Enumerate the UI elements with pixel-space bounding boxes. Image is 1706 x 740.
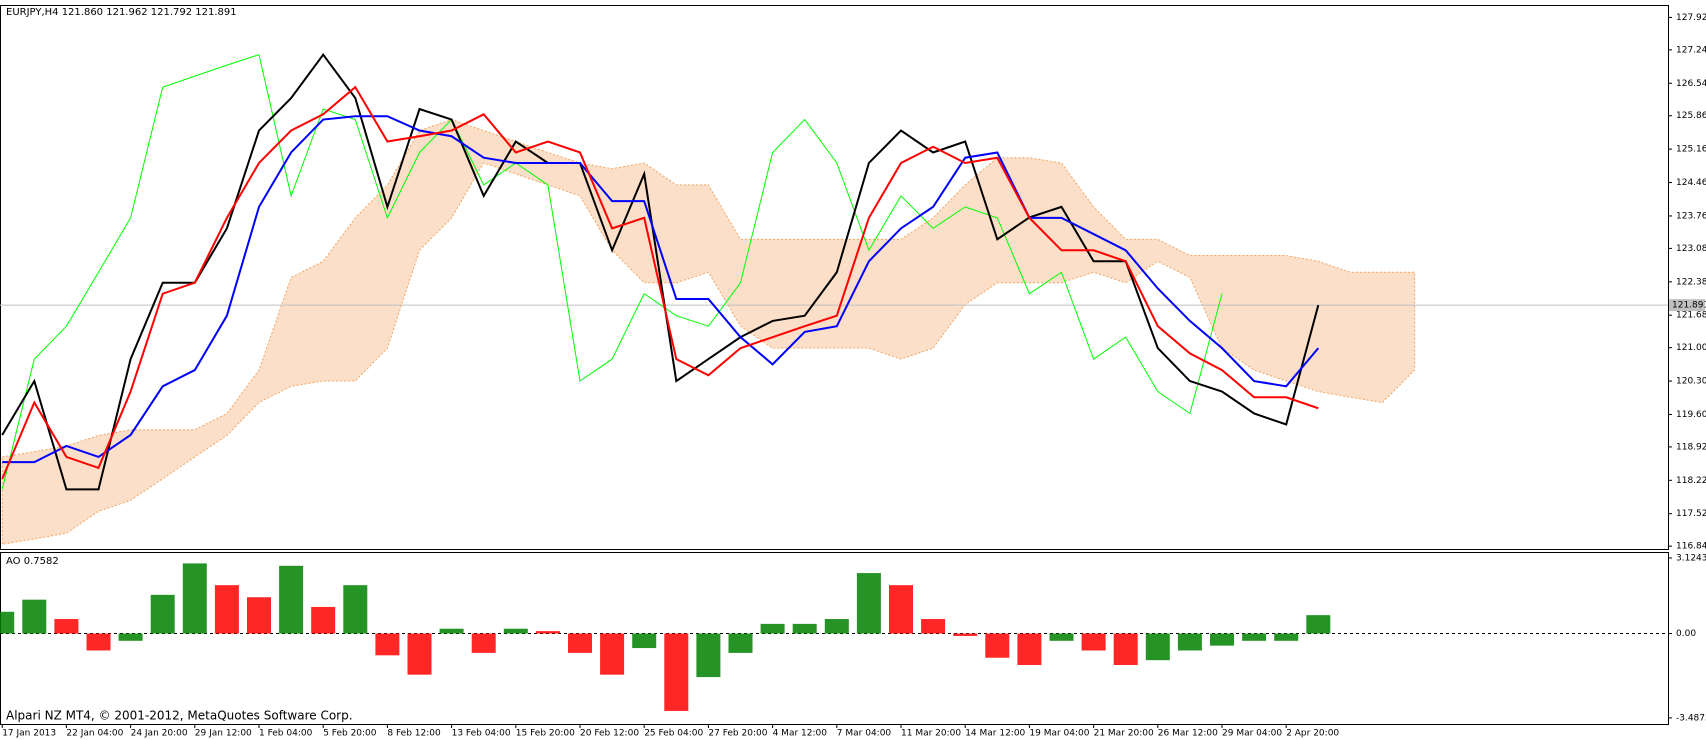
ao-bar	[0, 611, 15, 634]
x-tick-label: 17 Jan 2013	[2, 729, 56, 739]
ao-bar	[856, 573, 881, 634]
ao-bar	[118, 633, 143, 641]
x-tick-label: 21 Mar 20:00	[1094, 729, 1154, 739]
x-tick-label: 25 Feb 04:00	[644, 729, 703, 739]
price-pane	[0, 5, 1669, 550]
ao-bar	[535, 631, 560, 634]
ao-bar	[54, 619, 79, 634]
x-tick-label: 19 Mar 04:00	[1029, 729, 1089, 739]
y-tick-label: 125.160	[1676, 145, 1706, 155]
y-tick-label: 122.380	[1676, 277, 1706, 287]
ao-title: AO 0.7582	[6, 556, 59, 567]
ao-bar	[503, 628, 528, 634]
ao-bar	[407, 633, 432, 675]
y-tick-label: 126.540	[1676, 79, 1706, 89]
y-tick-label: 119.600	[1676, 410, 1706, 420]
ao-bar	[1081, 633, 1106, 651]
current-price-box	[1669, 299, 1705, 312]
x-tick-label: 2 Apr 20:00	[1286, 729, 1339, 739]
x-tick-label: 24 Jan 20:00	[131, 729, 188, 739]
x-tick-label: 7 Mar 04:00	[837, 729, 892, 739]
y-tick-label: 127.240	[1676, 45, 1706, 55]
footer: Alpari NZ MT4, © 2001-2012, MetaQuotes S…	[6, 709, 353, 723]
x-tick-label: 8 Feb 12:00	[387, 729, 441, 739]
y-tick-label: 118.920	[1676, 442, 1706, 452]
ao-bar	[1177, 633, 1202, 651]
x-tick-label: 4 Mar 12:00	[773, 729, 828, 739]
ao-bar	[247, 597, 271, 634]
x-tick-label: 5 Feb 20:00	[323, 729, 377, 739]
y-tick-label: 123.760	[1676, 211, 1706, 221]
y-tick-label: 3.1243	[1676, 553, 1706, 563]
ao-bar	[86, 633, 111, 651]
ao-bar	[214, 585, 239, 634]
ao-bar	[471, 633, 496, 653]
ao-bar	[921, 619, 946, 634]
y-tick-label: 127.920	[1676, 13, 1706, 23]
ao-bar	[600, 633, 625, 675]
ao-bar	[1049, 633, 1074, 641]
ao-bar	[985, 633, 1010, 658]
y-tick-label: 118.220	[1676, 476, 1706, 486]
y-tick-label: 123.080	[1676, 244, 1706, 254]
ao-bar	[1210, 633, 1234, 646]
ao-bar	[889, 585, 913, 634]
ao-bar	[696, 633, 721, 678]
ao-bar	[311, 606, 336, 634]
indicator-line	[1, 85, 1319, 480]
y-tick-label: -3.4875	[1676, 713, 1706, 723]
x-tick-label: 1 Feb 04:00	[259, 729, 313, 739]
x-tick-label: 20 Feb 12:00	[580, 729, 639, 739]
y-tick-label: 124.460	[1676, 178, 1706, 188]
ao-bar	[664, 633, 689, 711]
ao-bar	[439, 628, 464, 634]
ao-bar	[150, 594, 175, 634]
x-tick-label: 29 Mar 04:00	[1222, 729, 1282, 739]
x-tick-label: 14 Mar 12:00	[965, 729, 1025, 739]
ao-bar	[22, 599, 47, 634]
ao-bar	[343, 585, 368, 634]
ao-bar	[568, 633, 592, 653]
ao-bar	[953, 633, 978, 636]
y-tick-label: 0.00	[1676, 629, 1696, 639]
chart-title: EURJPY,H4 121.860 121.962 121.792 121.89…	[6, 7, 237, 18]
ao-bar	[728, 633, 753, 653]
y-tick-label: 121.680	[1676, 311, 1706, 321]
ao-bar	[375, 633, 400, 656]
x-tick-label: 11 Mar 20:00	[901, 729, 961, 739]
indicator-line	[1, 52, 1320, 491]
ichimoku-cloud	[1, 119, 1416, 545]
y-tick-label: 121.000	[1676, 343, 1706, 353]
ao-bar	[279, 565, 304, 634]
ao-bar	[1242, 633, 1267, 641]
y-tick-label: 125.860	[1676, 111, 1706, 121]
ao-bar	[1113, 633, 1138, 665]
y-tick-label: 117.520	[1676, 509, 1706, 519]
x-tick-label: 29 Jan 12:00	[195, 729, 252, 739]
ao-bar	[792, 623, 817, 634]
y-tick-label: 120.300	[1676, 377, 1706, 387]
ao-bar	[760, 623, 785, 634]
ao-bar	[824, 619, 849, 634]
ao-bar	[1017, 633, 1042, 665]
ao-bar	[1145, 633, 1170, 661]
y-tick-label: 116.840	[1676, 542, 1706, 552]
x-tick-label: 13 Feb 04:00	[452, 729, 511, 739]
x-tick-label: 22 Jan 04:00	[66, 729, 123, 739]
ao-bar	[632, 633, 657, 649]
indicator-line	[2, 115, 1320, 464]
ao-bar	[1274, 633, 1299, 641]
indicator-line	[1, 54, 1223, 490]
x-tick-label: 26 Mar 12:00	[1158, 729, 1218, 739]
x-tick-label: 27 Feb 20:00	[708, 729, 767, 739]
x-tick-label: 15 Feb 20:00	[516, 729, 575, 739]
current-price-label: 121.891	[1672, 301, 1706, 311]
ao-bar	[182, 563, 207, 634]
ao-bar	[1306, 615, 1331, 634]
ao-pane	[0, 552, 1669, 725]
